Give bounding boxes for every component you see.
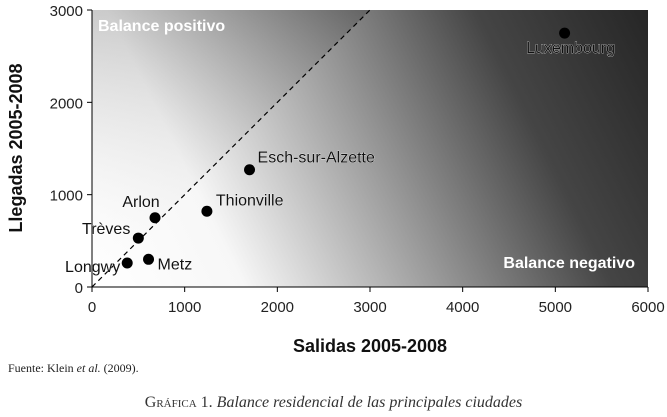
x-tick-label: 6000 [631, 299, 664, 316]
plot-area [92, 10, 648, 287]
y-tick-label: 2000 [50, 95, 83, 112]
y-axis-title: Llegadas 2005-2008 [6, 63, 26, 232]
figure-caption: Gráfica 1. Balance residencial de las pr… [0, 394, 667, 412]
data-point-label: Metz [158, 256, 193, 273]
data-point-label: Esch-sur-Alzette [258, 150, 375, 167]
data-point [132, 232, 144, 244]
y-tick-label: 3000 [50, 3, 83, 20]
region-label-negative: Balance negativo [503, 255, 635, 272]
data-point [143, 253, 155, 265]
x-tick-label: 1000 [168, 299, 201, 316]
data-point-label: Arlon [122, 194, 159, 211]
positive-zone-shade [92, 10, 370, 287]
data-points: Luxembourg Esch-sur-Alzette Thionville Arlo… [65, 27, 615, 276]
data-point [201, 205, 213, 217]
source-text-before: : Klein [40, 361, 77, 375]
data-point [244, 164, 256, 176]
y-tick-label: 1000 [50, 188, 83, 205]
x-tick-label: 0 [88, 299, 96, 316]
data-point [559, 27, 571, 39]
data-point-label: Thionville [216, 192, 284, 209]
data-point [149, 212, 161, 224]
data-point-label: Longwy [65, 259, 120, 276]
source-text-after: (2009). [100, 361, 139, 375]
x-tick-label: 3000 [353, 299, 386, 316]
x-tick-label: 5000 [539, 299, 572, 316]
source-note: Fuente: Klein et al. (2009). [8, 361, 139, 376]
x-tick-label: 2000 [261, 299, 294, 316]
scatter-chart: 0 1000 2000 3000 4000 5000 6000 0100020003000 … [6, 3, 665, 356]
y-ticks: 0 1000 2000 3000 [50, 3, 92, 297]
x-ticks: 0 1000 2000 3000 4000 5000 6000 [88, 287, 665, 316]
x-tick-label: 4000 [446, 299, 479, 316]
caption-text: Balance residencial de las principales c… [216, 394, 523, 411]
data-point-label: Trèves [82, 221, 130, 238]
source-prefix: Fuente [8, 361, 41, 375]
data-point [121, 257, 133, 269]
data-point-label: Luxembourg [526, 40, 615, 57]
region-label-positive: Balance positivo [98, 18, 225, 35]
y-tick-label: 0 [75, 280, 83, 297]
source-italic: et al. [76, 361, 101, 375]
x-axis-title: Salidas 2005-2008 [293, 336, 447, 356]
caption-prefix: Gráfica 1. [144, 394, 213, 411]
